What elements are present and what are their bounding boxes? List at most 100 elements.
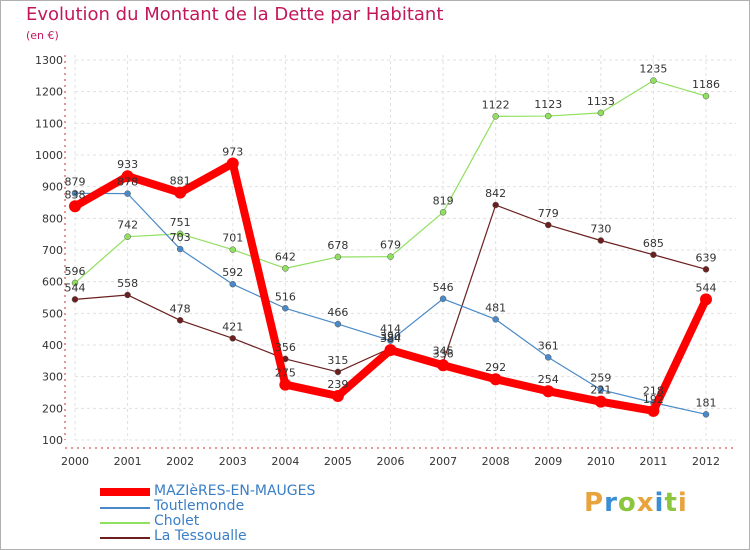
y-tick-label: 700 [42, 244, 63, 257]
legend-swatch-cholet [100, 522, 150, 524]
series-point [597, 386, 605, 393]
data-label: 1133 [587, 95, 615, 108]
data-label: 239 [327, 378, 348, 391]
series-point [229, 335, 236, 342]
data-label: 879 [65, 175, 86, 188]
logo-letter: x [636, 488, 655, 518]
series-point [597, 109, 605, 117]
y-tick-label: 600 [42, 276, 63, 289]
series-point [702, 411, 710, 418]
data-label: 292 [485, 361, 506, 374]
y-tick-label: 1000 [35, 149, 63, 162]
series-point [439, 209, 447, 216]
x-tick-label: 2012 [692, 455, 720, 468]
series-point [545, 221, 552, 229]
data-label: 181 [696, 396, 717, 409]
y-tick-label: 200 [42, 402, 63, 415]
legend-swatch-la-tessoualle [100, 537, 150, 539]
series-point [702, 266, 710, 273]
data-label: 642 [275, 250, 296, 263]
x-tick-label: 2007 [429, 455, 457, 468]
series-point [176, 245, 184, 253]
data-label: 639 [696, 251, 717, 264]
data-label: 516 [275, 290, 296, 303]
data-label: 361 [538, 339, 559, 352]
series-point [387, 337, 394, 344]
y-tick-label: 100 [42, 434, 63, 447]
legend-swatch-mazieres [100, 488, 150, 496]
x-tick-label: 2001 [114, 455, 142, 468]
series-point [492, 316, 499, 323]
logo-letter: i [677, 488, 688, 518]
series-point [334, 320, 342, 328]
series-point [597, 237, 605, 244]
data-label: 546 [433, 281, 454, 294]
series-point [176, 317, 184, 324]
data-label: 878 [117, 176, 138, 189]
data-label: 1123 [534, 98, 562, 111]
series-point [545, 112, 552, 120]
series-point [439, 295, 447, 303]
x-tick-label: 2004 [271, 455, 299, 468]
data-label: 466 [327, 306, 348, 319]
series-point [545, 354, 552, 361]
logo-letter: i [654, 488, 665, 518]
series-point [334, 368, 342, 376]
series-point [489, 373, 502, 386]
data-label: 881 [170, 175, 191, 188]
data-label: 838 [65, 188, 86, 201]
series-point [594, 395, 607, 408]
data-label: 558 [117, 277, 138, 290]
x-tick-label: 2011 [639, 455, 667, 468]
legend-label-cholet: Cholet [154, 513, 200, 529]
x-tick-label: 2003 [219, 455, 247, 468]
logo-letter: o [617, 488, 637, 518]
series-point [279, 378, 292, 391]
series-point [229, 246, 236, 253]
data-label: 1122 [482, 98, 510, 111]
y-tick-label: 1300 [35, 54, 63, 67]
legend-label-mazieres: MAZIèRES-EN-MAUGES [154, 483, 316, 499]
logo-letter: P [584, 488, 605, 518]
x-tick-label: 2009 [534, 455, 562, 468]
data-label: 730 [590, 223, 611, 236]
chart-title: Evolution du Montant de la Dette par Hab… [26, 4, 444, 25]
series-layer [69, 77, 712, 418]
chart-subtitle: (en €) [26, 29, 59, 42]
x-tick-label: 2002 [166, 455, 194, 468]
series-point [124, 233, 131, 240]
series-point [492, 113, 499, 120]
data-label: 275 [275, 367, 296, 380]
series-point [282, 265, 289, 272]
data-label: 192 [643, 393, 664, 406]
x-tick-label: 2006 [377, 455, 405, 468]
series-point [384, 344, 397, 357]
series-point [174, 186, 187, 199]
proxiti-logo: Proxiti [584, 488, 688, 518]
data-label: 933 [117, 158, 138, 171]
data-label: 390 [380, 330, 401, 343]
data-label: 703 [170, 231, 191, 244]
data-label: 544 [696, 281, 717, 294]
data-label: 254 [538, 373, 559, 386]
series-point [71, 279, 79, 287]
data-label: 259 [590, 372, 611, 385]
legend-swatch-toutlemonde [100, 507, 150, 509]
y-tick-label: 300 [42, 371, 63, 384]
legend-label-toutlemonde: Toutlemonde [154, 498, 245, 514]
data-label: 685 [643, 237, 664, 250]
data-label: 421 [222, 320, 243, 333]
series-point [121, 170, 134, 183]
series-point [647, 404, 660, 417]
data-label: 701 [222, 232, 243, 245]
data-label: 414 [380, 323, 401, 336]
data-label: 592 [222, 266, 243, 279]
series-point [334, 253, 342, 261]
series-point [700, 293, 712, 306]
data-label: 751 [170, 216, 191, 229]
y-tick-label: 900 [42, 181, 63, 194]
data-label: 384 [380, 332, 401, 345]
data-label: 544 [65, 281, 86, 294]
series-point [226, 157, 239, 170]
